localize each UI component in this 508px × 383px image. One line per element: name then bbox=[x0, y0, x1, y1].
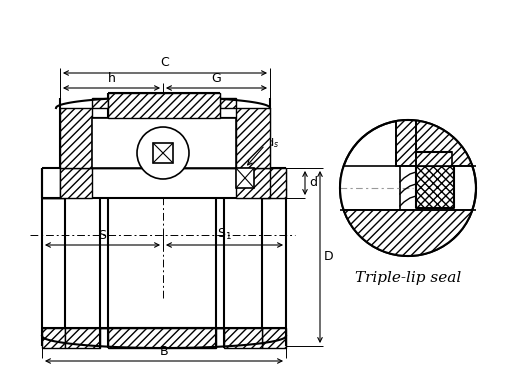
Polygon shape bbox=[42, 328, 65, 348]
Bar bbox=[416, 166, 454, 208]
Polygon shape bbox=[92, 98, 108, 108]
Bar bbox=[396, 120, 476, 166]
Bar bbox=[416, 152, 452, 166]
Text: h: h bbox=[108, 72, 115, 85]
Bar bbox=[153, 143, 173, 163]
Bar bbox=[340, 166, 400, 210]
Text: 2-d$_s$: 2-d$_s$ bbox=[255, 136, 279, 150]
Text: Triple-lip seal: Triple-lip seal bbox=[355, 271, 461, 285]
Text: B: B bbox=[160, 345, 168, 358]
Polygon shape bbox=[42, 198, 65, 328]
Bar bbox=[92, 118, 236, 168]
Bar bbox=[340, 210, 476, 256]
Polygon shape bbox=[262, 168, 286, 198]
Text: S$_1$: S$_1$ bbox=[217, 227, 232, 242]
Polygon shape bbox=[42, 168, 65, 198]
Text: G: G bbox=[212, 72, 221, 85]
Circle shape bbox=[137, 127, 189, 179]
Bar bbox=[236, 168, 254, 188]
Polygon shape bbox=[60, 168, 270, 198]
Polygon shape bbox=[220, 98, 236, 108]
Text: D: D bbox=[324, 250, 334, 264]
Text: C: C bbox=[161, 56, 169, 69]
Polygon shape bbox=[262, 328, 286, 348]
Text: d: d bbox=[309, 177, 317, 190]
Polygon shape bbox=[108, 93, 220, 118]
Polygon shape bbox=[236, 108, 270, 168]
Polygon shape bbox=[60, 108, 92, 168]
Polygon shape bbox=[65, 328, 262, 348]
Text: S: S bbox=[99, 229, 107, 242]
Circle shape bbox=[340, 120, 476, 256]
Polygon shape bbox=[262, 198, 286, 328]
